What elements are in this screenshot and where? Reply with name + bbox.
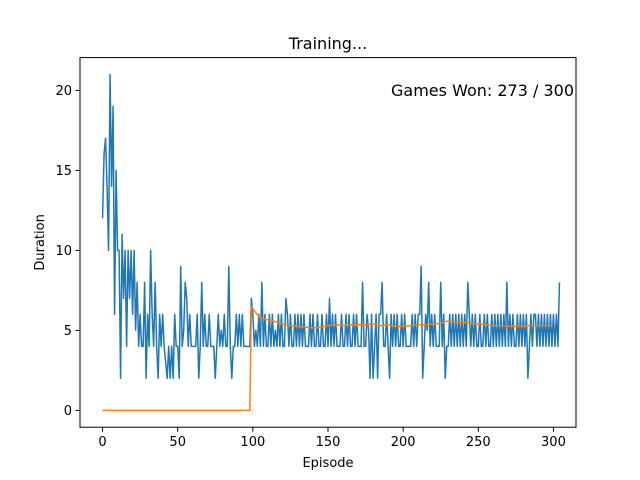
games-won-annotation: Games Won: 273 / 300 (391, 81, 574, 100)
y-tick-label: 20 (55, 84, 72, 99)
x-tick-label: 150 (316, 435, 341, 450)
x-axis-ticks: 0 50 100 150 200 250 300 (98, 427, 566, 450)
x-tick-label: 100 (240, 435, 265, 450)
x-tick-label: 0 (98, 435, 106, 450)
duration-series-line (101, 73, 561, 380)
x-tick-label: 250 (466, 435, 491, 450)
average-duration-series-line (102, 305, 552, 412)
x-tick-label: 50 (169, 435, 186, 450)
y-axis-label: Duration (33, 214, 48, 270)
chart-title: Training... (288, 34, 367, 53)
y-tick-label: 10 (55, 244, 72, 259)
x-tick-label: 300 (541, 435, 566, 450)
y-tick-label: 5 (64, 324, 72, 339)
series-layer (101, 73, 561, 412)
x-axis-label: Episode (302, 456, 353, 471)
y-axis-ticks: 0 5 10 15 20 (55, 84, 80, 419)
x-tick-label: 200 (391, 435, 416, 450)
y-tick-label: 0 (64, 404, 72, 419)
y-tick-label: 15 (55, 164, 72, 179)
